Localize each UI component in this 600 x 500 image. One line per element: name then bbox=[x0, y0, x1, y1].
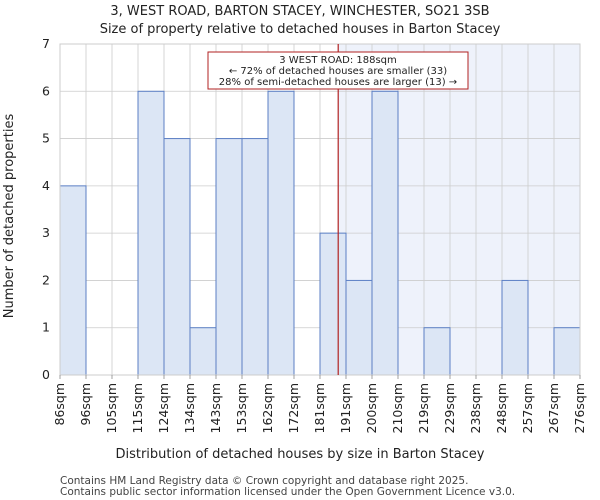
y-tick-label: 6 bbox=[42, 83, 50, 98]
x-tick-label: 181sqm bbox=[312, 383, 327, 433]
x-tick-label: 267sqm bbox=[546, 383, 561, 433]
y-tick-label: 0 bbox=[42, 367, 50, 382]
y-tick-label: 5 bbox=[42, 131, 50, 146]
x-tick-label: 200sqm bbox=[364, 383, 379, 433]
y-axis-label: Number of detached properties bbox=[2, 114, 17, 319]
x-tick-label: 219sqm bbox=[416, 383, 431, 433]
x-tick-label: 257sqm bbox=[520, 383, 535, 433]
bar-162sqm bbox=[267, 90, 295, 376]
annotation-line-1: 3 WEST ROAD: 188sqm bbox=[279, 55, 397, 66]
y-tick-label: 1 bbox=[42, 320, 50, 335]
bar-86sqm bbox=[59, 185, 87, 376]
y-tick-label: 4 bbox=[42, 178, 50, 193]
y-tick-label: 3 bbox=[42, 225, 50, 240]
x-tick-label: 162sqm bbox=[260, 383, 275, 433]
x-tick-label: 115sqm bbox=[130, 383, 145, 433]
footer-line-2: Contains public sector information licen… bbox=[60, 486, 515, 498]
x-tick-label: 210sqm bbox=[390, 383, 405, 433]
annotation-line-3: 28% of semi-detached houses are larger (… bbox=[219, 77, 457, 88]
chart-title: 3, WEST ROAD, BARTON STACEY, WINCHESTER,… bbox=[110, 4, 489, 19]
annotation-box bbox=[207, 51, 469, 90]
x-axis-ticks: 86sqm 96sqm 105sqm 115sqm 124sqm 134sqm 143sqm… bbox=[52, 375, 587, 433]
x-tick-label: 124sqm bbox=[156, 383, 171, 433]
x-tick-label: 153sqm bbox=[234, 383, 249, 433]
bar-267sqm bbox=[553, 327, 581, 376]
bar-115sqm bbox=[137, 90, 165, 376]
bar-219sqm bbox=[423, 327, 451, 376]
bar-200sqm bbox=[371, 90, 399, 376]
x-tick-label: 86sqm bbox=[52, 383, 67, 426]
y-tick-label: 2 bbox=[42, 272, 50, 287]
x-axis-label: Distribution of detached houses by size … bbox=[115, 447, 484, 462]
x-tick-label: 134sqm bbox=[182, 383, 197, 433]
footer-line-1: Contains HM Land Registry data © Crown c… bbox=[60, 475, 468, 487]
bar-248sqm bbox=[501, 279, 529, 376]
x-tick-label: 276sqm bbox=[572, 383, 587, 433]
bar-153sqm bbox=[241, 138, 269, 376]
bar-134sqm bbox=[189, 327, 217, 376]
x-tick-label: 96sqm bbox=[78, 383, 93, 426]
x-tick-label: 229sqm bbox=[442, 383, 457, 433]
x-tick-label: 105sqm bbox=[104, 383, 119, 433]
x-tick-label: 238sqm bbox=[468, 383, 483, 433]
x-tick-label: 191sqm bbox=[338, 383, 353, 433]
bar-143sqm bbox=[215, 138, 243, 376]
chart-subtitle: Size of property relative to detached ho… bbox=[100, 22, 501, 37]
y-axis-ticks: 0 1 2 3 4 5 6 7 bbox=[42, 36, 50, 382]
bar-124sqm bbox=[163, 138, 191, 376]
bar-181sqm bbox=[319, 232, 347, 376]
annotation-line-2: ← 72% of detached houses are smaller (33… bbox=[229, 66, 447, 77]
x-tick-label: 143sqm bbox=[208, 383, 223, 433]
property-annotation: 3 WEST ROAD: 188sqm ← 72% of detached ho… bbox=[207, 51, 469, 90]
x-tick-label: 248sqm bbox=[494, 383, 509, 433]
bar-191sqm bbox=[345, 279, 373, 376]
x-tick-label: 172sqm bbox=[286, 383, 301, 433]
bars bbox=[59, 90, 581, 376]
y-tick-label: 7 bbox=[42, 36, 50, 51]
